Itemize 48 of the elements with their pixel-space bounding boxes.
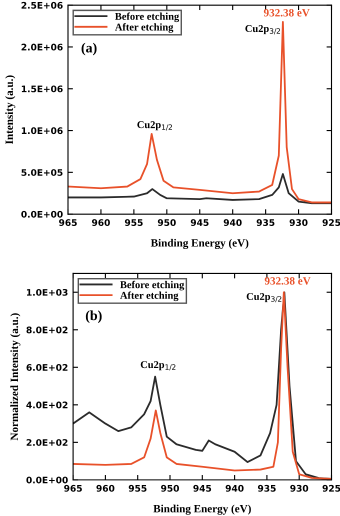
x-tick-label: 950 xyxy=(161,484,179,492)
x-tick-label: 935 xyxy=(258,484,276,492)
x-tick-label: 955 xyxy=(124,219,143,226)
x-axis-title: Binding Energy (eV) xyxy=(150,238,248,250)
annotation: Cu2p$_{1/2}$ xyxy=(137,121,172,130)
x-tick-label: 930 xyxy=(290,484,308,492)
y-tick-label: 0.0E+00 xyxy=(21,210,63,218)
x-tick-label: 925 xyxy=(322,219,340,226)
y-tick-label: 0.0E+00 xyxy=(26,476,68,484)
legend-label: After etching xyxy=(120,291,178,302)
y-tick-label: 4.0E+02 xyxy=(26,402,68,408)
y-axis-title: Intensity (a.u.) xyxy=(5,75,16,144)
annotation: Cu2p$_{1/2}$ xyxy=(140,361,176,370)
y-tick-label: 2.0E+06 xyxy=(22,44,63,51)
legend-label: Before etching xyxy=(115,12,180,22)
y-tick-label: 1.5E+06 xyxy=(22,85,63,92)
x-tick-label: 955 xyxy=(128,484,146,492)
x-tick-label: 945 xyxy=(193,484,212,492)
y-tick-label: 8.0E+02 xyxy=(26,326,68,334)
annotation: (a) xyxy=(82,42,97,56)
y-tick-label: 6.0E+02 xyxy=(26,364,68,371)
annotation: 932.38 eV xyxy=(264,8,310,17)
x-tick-label: 935 xyxy=(256,219,274,226)
x-tick-label: 950 xyxy=(158,219,176,226)
x-tick-label: 965 xyxy=(64,484,82,492)
x-tick-label: 940 xyxy=(226,484,244,492)
legend-label: After etching xyxy=(114,23,174,33)
x-tick-label: 965 xyxy=(59,219,77,226)
annotation: (b) xyxy=(86,310,102,324)
y-tick-label: 1.0E+06 xyxy=(22,127,63,134)
x-tick-label: 930 xyxy=(290,219,308,226)
y-axis-title: Normalized Intensity (a.u.) xyxy=(10,313,20,440)
line-series xyxy=(68,173,332,204)
y-tick-label: 1.0E+03 xyxy=(26,288,68,296)
y-tick-label: 2.0E+02 xyxy=(26,439,68,446)
x-tick-label: 960 xyxy=(92,219,110,226)
x-axis-title: Binding Energy (eV) xyxy=(153,504,251,515)
line-series xyxy=(68,20,332,204)
x-tick-label: 940 xyxy=(224,219,242,226)
x-tick-label: 945 xyxy=(190,219,209,226)
legend-label: Before etching xyxy=(120,280,184,290)
y-tick-label: 2.5E+06 xyxy=(22,2,63,9)
annotation: Cu2p$_{3/2}$ xyxy=(245,25,280,34)
annotation: Cu2p$_{3/2}$ xyxy=(246,293,282,302)
annotation: 932.38 eV xyxy=(264,277,311,285)
y-tick-label: 5.0E+05 xyxy=(22,169,63,176)
x-tick-label: 960 xyxy=(96,484,114,492)
x-tick-label: 925 xyxy=(322,484,340,492)
